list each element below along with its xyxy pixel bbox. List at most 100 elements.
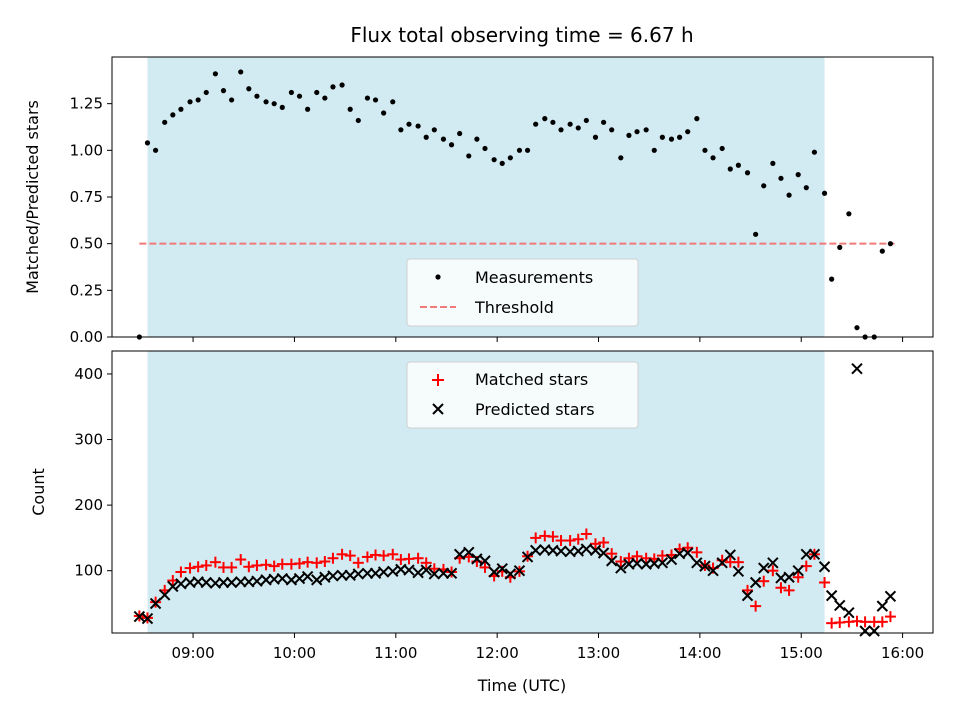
predicted-star-point	[167, 580, 179, 593]
predicted-star-point	[141, 612, 154, 625]
measurement-point	[744, 170, 751, 176]
measurement-point	[220, 88, 227, 94]
predicted-star-point	[428, 568, 441, 580]
measurement-point	[668, 136, 675, 142]
matched-star-point	[530, 532, 542, 544]
predicted-star-point	[792, 564, 804, 577]
bottom-y-tick-label: 100	[74, 562, 103, 580]
measurement-point	[322, 95, 328, 101]
matched-star-point	[209, 556, 221, 568]
x-axis-label: Time (UTC)	[477, 676, 566, 695]
matched-star-point	[412, 552, 424, 564]
measurement-point	[144, 140, 151, 146]
measurement-point	[330, 84, 336, 90]
predicted-star-point	[327, 570, 339, 582]
measurement-point	[846, 211, 852, 217]
top-legend-box	[406, 258, 639, 327]
predicted-star-point	[851, 362, 863, 375]
measurement-point	[609, 127, 615, 133]
matched-star-point	[819, 577, 831, 589]
measurement-point	[296, 93, 303, 99]
measurement-point	[203, 89, 209, 96]
measurement-point	[803, 185, 809, 191]
matched-star-point	[767, 565, 779, 577]
predicted-star-point	[251, 575, 263, 587]
predicted-star-point	[699, 560, 711, 572]
predicted-star-point	[133, 610, 146, 623]
legend-measurements-label: Measurements	[475, 268, 593, 287]
predicted-star-point	[403, 564, 415, 576]
x-tick-label: 13:00	[577, 644, 620, 662]
matched-star-point	[606, 548, 618, 560]
chart-title: Flux total observing time = 6.67 h	[350, 23, 693, 47]
measurement-point	[659, 134, 665, 140]
measurement-point	[727, 166, 733, 172]
measurement-point	[887, 241, 894, 247]
predicted-star-point	[471, 553, 483, 565]
predicted-star-point	[572, 545, 584, 557]
predicted-star-point	[691, 557, 703, 569]
predicted-star-point	[707, 564, 719, 577]
bottom-y-tick-label: 200	[74, 496, 103, 514]
measurement-point	[634, 129, 640, 135]
predicted-star-point	[225, 576, 238, 589]
predicted-star-point	[724, 549, 736, 561]
predicted-star-point	[589, 544, 602, 557]
measurement-point	[431, 127, 437, 133]
measurement-point	[390, 99, 396, 105]
top-y-tick-label: 1.00	[70, 141, 103, 159]
predicted-star-point	[479, 555, 491, 567]
measurement-point	[795, 172, 801, 178]
matched-star-point	[615, 556, 627, 568]
measurement-point	[263, 99, 269, 105]
predicted-star-point	[758, 562, 770, 574]
matched-star-point	[682, 542, 694, 554]
measurement-point	[372, 97, 379, 103]
predicted-star-point	[656, 557, 669, 569]
predicted-star-point	[293, 572, 306, 585]
measurement-point	[786, 192, 792, 198]
measurement-point	[355, 117, 361, 124]
predicted-star-point	[884, 590, 897, 602]
matched-star-point	[387, 548, 399, 560]
matched-star-point	[742, 584, 754, 596]
predicted-star-point	[336, 569, 348, 581]
predicted-star-point	[412, 566, 424, 579]
measurement-point	[643, 127, 649, 133]
matched-star-point	[420, 557, 432, 569]
matched-star-point	[243, 561, 255, 573]
bottom-legend: Matched stars Predicted stars	[406, 361, 639, 429]
top-y-tick-label: 0.25	[70, 281, 103, 299]
measurement-point	[474, 136, 480, 142]
measurement-point	[499, 160, 505, 166]
measurement-point	[381, 110, 387, 116]
predicted-star-point	[175, 578, 187, 590]
measurement-point	[229, 97, 235, 103]
matched-star-point	[775, 582, 787, 594]
matched-star-point	[184, 562, 196, 574]
measurement-point	[415, 123, 421, 129]
top-panel-ticks: 0.00 0.25 0.50 0.75 1.00 1.25	[70, 95, 904, 346]
measurement-point	[533, 121, 539, 127]
x-tick-label: 15:00	[780, 644, 823, 662]
predicted-star-point	[352, 568, 365, 580]
matched-star-point	[268, 560, 280, 572]
matched-star-point	[884, 611, 896, 623]
matched-star-point	[175, 566, 187, 578]
measurement-point	[347, 106, 353, 112]
matched-star-point	[327, 552, 339, 564]
matched-star-point	[589, 538, 601, 550]
matched-star-point	[792, 571, 804, 583]
measurement-point	[364, 95, 371, 101]
top-y-tick-label: 1.25	[70, 95, 103, 113]
measurement-point	[524, 147, 531, 153]
predicted-star-point	[834, 599, 846, 612]
measurement-point	[829, 276, 835, 282]
measurement-point	[516, 147, 523, 153]
measurement-point	[178, 106, 184, 112]
legend-matched-marker	[432, 374, 444, 386]
matched-star-point	[311, 557, 323, 569]
matched-star-point	[547, 531, 559, 543]
predicted-star-point	[311, 574, 323, 586]
